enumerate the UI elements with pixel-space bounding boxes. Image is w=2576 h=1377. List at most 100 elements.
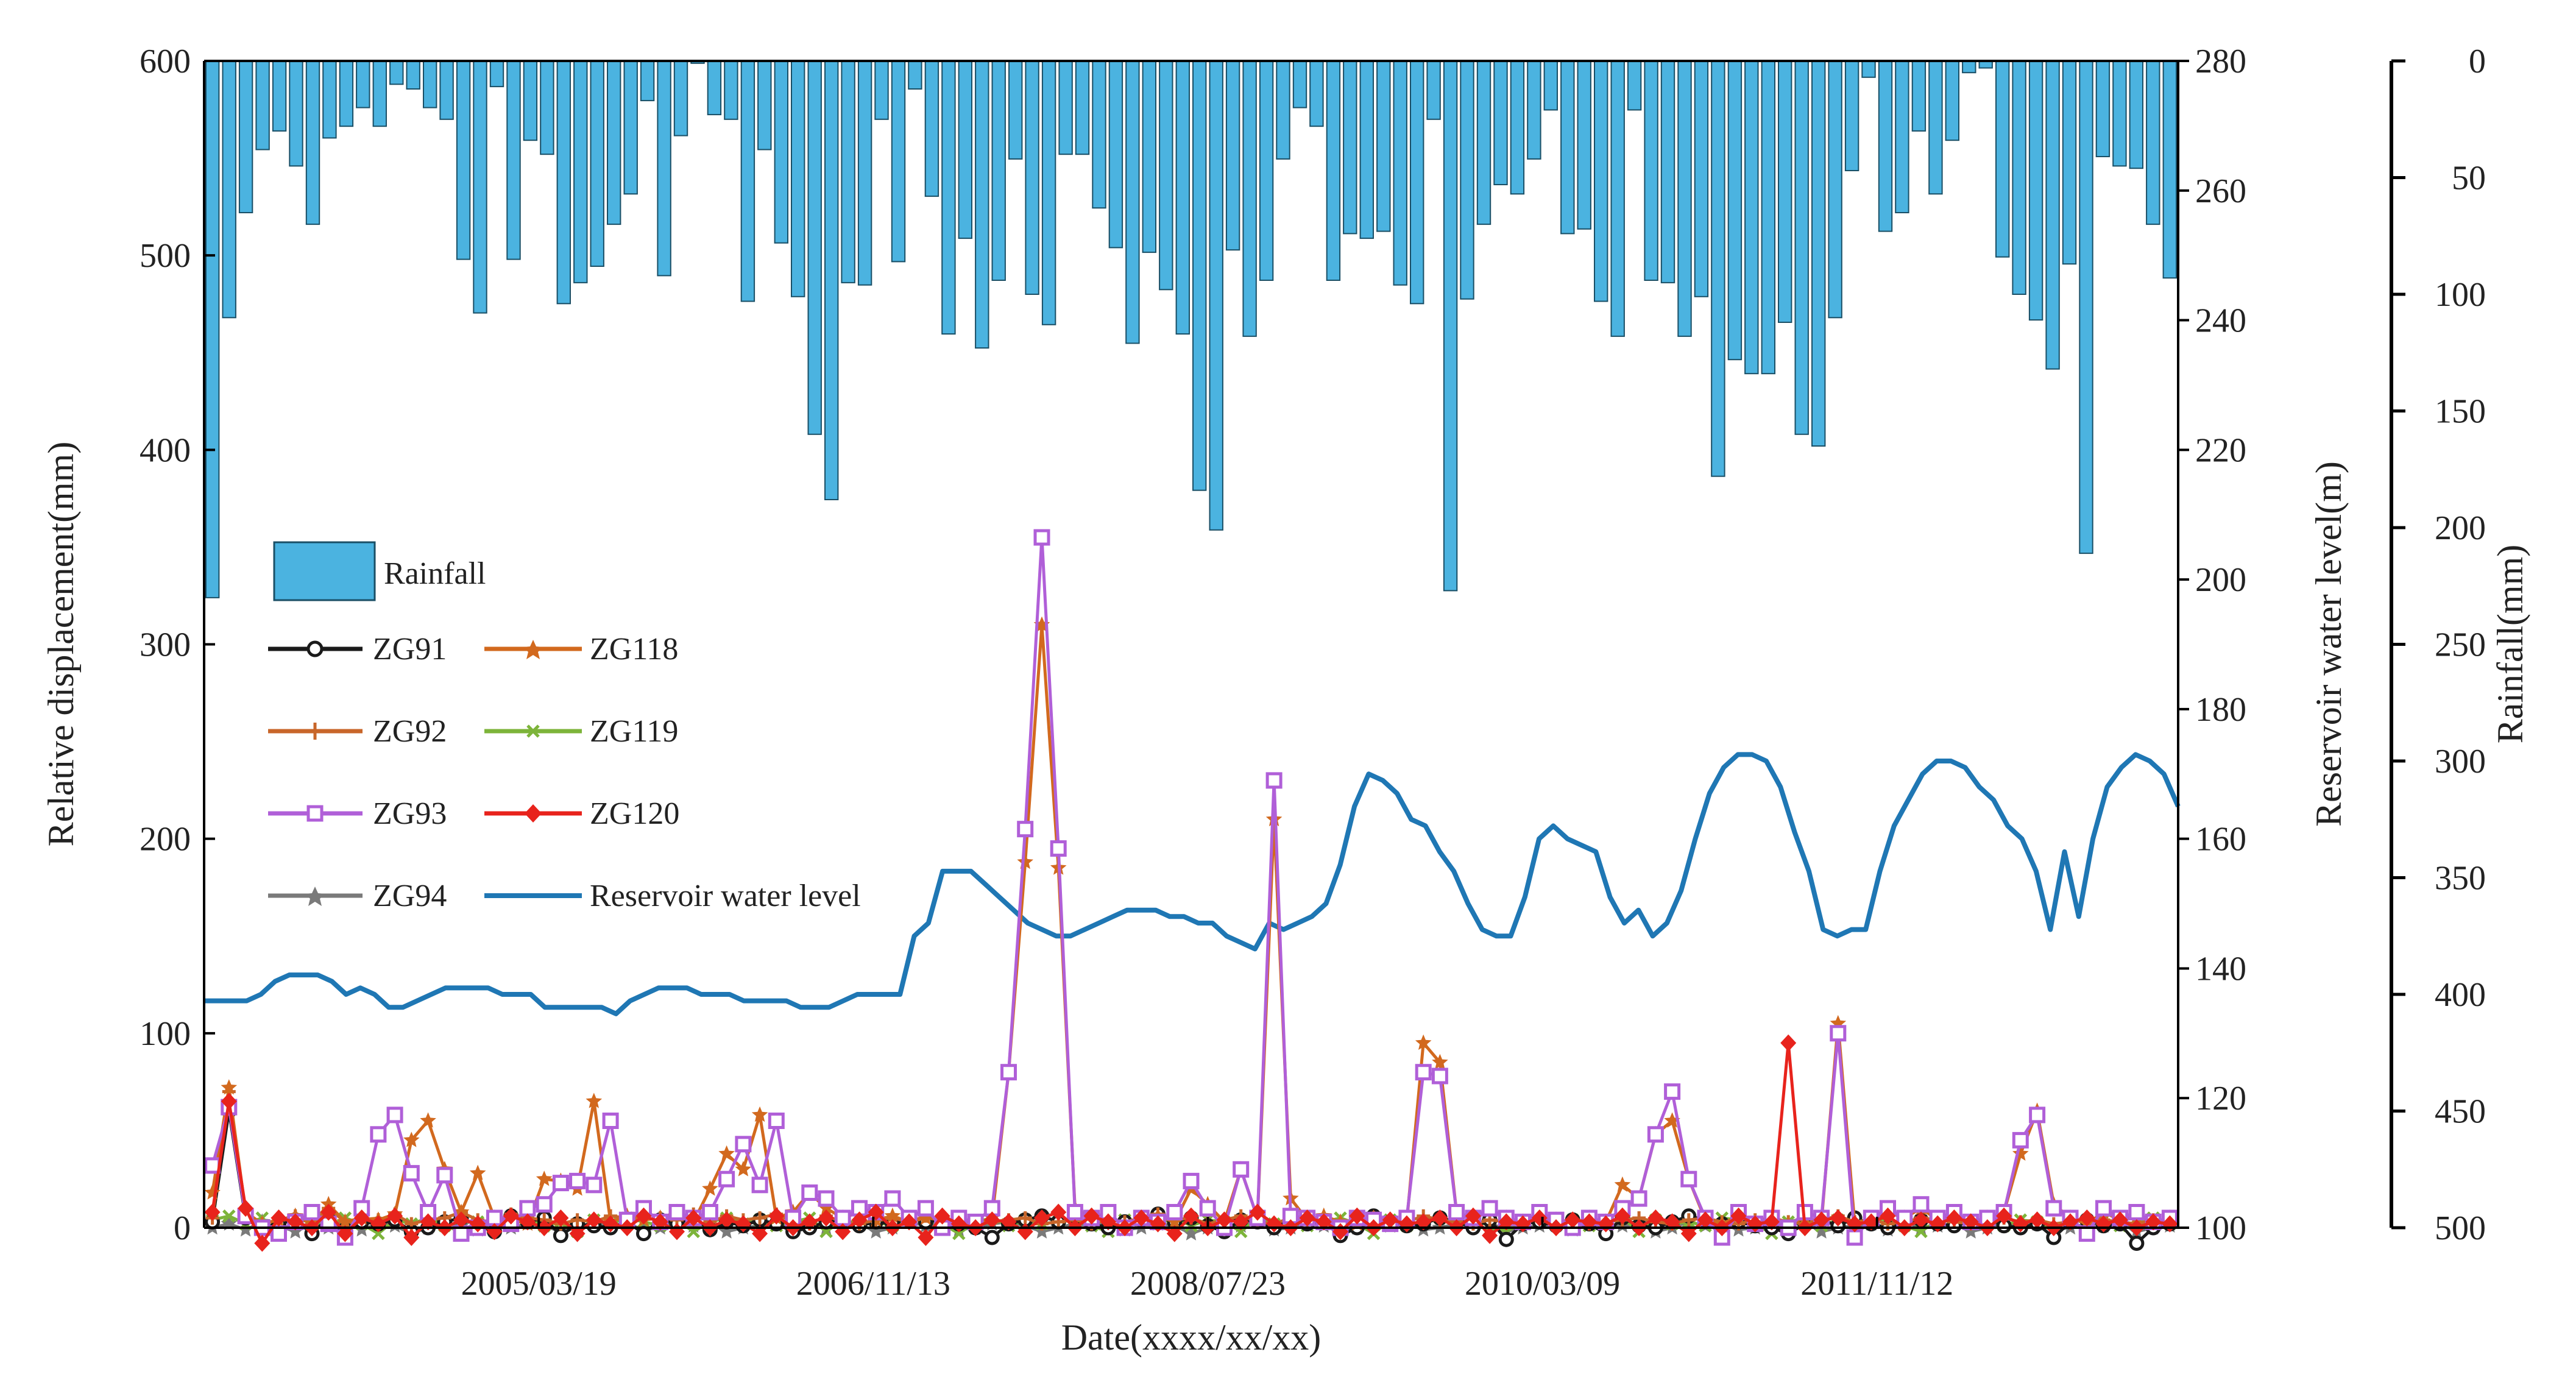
rainfall-bar — [673, 60, 688, 136]
rainfall-bar — [523, 60, 538, 141]
displacement-series-layer — [204, 529, 2178, 1252]
rainfall-bar — [1359, 60, 1375, 239]
series-zg120-point — [2062, 1213, 2078, 1231]
legend-item-zg93: ZG93 — [268, 796, 447, 831]
series-zg120-point — [851, 1211, 868, 1229]
legend: Rainfall ZG91 ZG118 ZG92 ZG119 ZG93 — [268, 541, 861, 913]
legend-zg94-label: ZG94 — [373, 879, 447, 913]
rainfall-bar — [1058, 60, 1073, 155]
rainfall-bar — [272, 60, 287, 132]
series-zg120-point — [287, 1213, 303, 1231]
series-zg120-point — [519, 1213, 536, 1231]
series-zg120-point — [1465, 1207, 1481, 1225]
series-zg120-point — [1133, 1209, 1150, 1227]
series-zg120-point — [1100, 1213, 1116, 1231]
legend-zg118-label: ZG118 — [590, 632, 678, 667]
rainfall-bar — [2095, 60, 2111, 157]
rainfall-bar — [1410, 60, 1424, 305]
rainfall-bar — [590, 60, 604, 267]
series-zg120-point — [752, 1225, 768, 1242]
series-zg93-point — [602, 1113, 619, 1129]
series-zg120-point — [586, 1211, 602, 1229]
series-zg93-point — [718, 1170, 735, 1188]
series-zg93-point — [569, 1172, 586, 1189]
series-zg120-point — [1581, 1213, 1598, 1231]
series-zg120-point — [1614, 1207, 1630, 1225]
rainfall-bar — [757, 60, 772, 150]
axis-ticks: 0100200300400500600100120140160180200220… — [140, 43, 2486, 1303]
series-zg93-point — [1913, 1196, 1930, 1213]
series-zg118-point — [1166, 1213, 1183, 1229]
series-zg93-point — [386, 1106, 403, 1124]
rainfall-bar — [1041, 60, 1056, 325]
series-zg120-point — [984, 1211, 1000, 1229]
series-zg120-point — [1382, 1211, 1398, 1229]
series-zg120-point — [1349, 1207, 1365, 1225]
rainfall-bar — [1861, 60, 1876, 78]
rainfall-bar — [1895, 60, 1909, 213]
rainfall-bar — [807, 60, 822, 435]
series-zg120-point — [901, 1213, 918, 1231]
series-zg120-point — [918, 1229, 934, 1246]
rainfall-bar — [874, 60, 889, 120]
legend-item-zg120: ZG120 — [484, 796, 679, 831]
series-zg93-point — [1199, 1200, 1216, 1217]
rainfall-bar — [1259, 60, 1274, 281]
y-right2-tick-label: 150 — [2435, 393, 2486, 431]
series-zg93-point — [1033, 529, 1050, 546]
legend-reservoir-label: Reservoir water level — [590, 879, 861, 913]
rainfall-bar — [356, 60, 370, 108]
series-zg93-point — [1233, 1161, 1250, 1178]
series-zg93-point — [536, 1196, 553, 1213]
series-zg120-point — [403, 1229, 420, 1246]
rainfall-bar — [289, 60, 303, 167]
rainfall-bar — [1075, 60, 1090, 155]
series-zg93-point — [768, 1113, 785, 1129]
rainfall-bar — [1911, 60, 1927, 132]
y-right1-tick-label: 160 — [2195, 821, 2246, 858]
series-zg118-point — [884, 1207, 901, 1223]
series-zg93-point — [403, 1165, 420, 1182]
series-zg120-point — [1664, 1213, 1680, 1231]
rainfall-bar — [1108, 60, 1123, 249]
rainfall-bar — [556, 60, 571, 305]
series-zg118-point — [221, 1079, 238, 1095]
series-zg118-point — [1664, 1112, 1680, 1128]
rainfall-bar — [707, 60, 722, 116]
y-right1-tick-label: 280 — [2195, 43, 2246, 80]
series-zg118-point — [1614, 1176, 1631, 1192]
rainfall-bar — [1878, 60, 1893, 232]
series-zg120-point — [420, 1213, 436, 1231]
rainfall-bar — [1660, 60, 1675, 283]
rainfall-bar — [2079, 60, 2093, 554]
rainfall-bar — [1962, 60, 1976, 74]
x-tick-label: 2010/03/09 — [1465, 1265, 1620, 1303]
x-axis-title: Date(xxxx/xx/xx) — [1061, 1317, 1322, 1358]
x-tick-label: 2005/03/19 — [461, 1265, 617, 1303]
series-zg120-point — [1813, 1211, 1830, 1229]
series-zg120-point — [453, 1211, 469, 1229]
series-zg91-point — [636, 1226, 651, 1242]
rainfall-bar — [657, 60, 671, 277]
series-zg92-point — [1018, 1211, 1032, 1225]
y-right1-tick-label: 200 — [2195, 561, 2246, 599]
rainfall-bar — [991, 60, 1006, 281]
series-zg120-point — [1913, 1211, 1929, 1229]
series-zg93-point — [751, 1177, 768, 1194]
series-zg120-point — [1233, 1213, 1249, 1231]
rainfall-bar — [205, 60, 220, 598]
series-zg118-point — [536, 1170, 553, 1186]
rainfall-bar — [1744, 60, 1759, 375]
rainfall-bar — [1192, 60, 1207, 491]
rainfall-bar — [623, 60, 638, 195]
legend-rainfall-label: Rainfall — [384, 556, 486, 591]
series-zg93-point — [1415, 1064, 1432, 1081]
series-zg120-point — [1763, 1213, 1780, 1231]
rainfall-bar — [506, 60, 521, 260]
rainfall-bar — [1476, 60, 1491, 225]
series-zg120-point — [1166, 1225, 1183, 1242]
rainfall-bar — [1493, 60, 1508, 185]
y-right2-tick-label: 0 — [2469, 43, 2486, 80]
rainfall-bar — [2146, 60, 2160, 225]
series-zg93-point — [801, 1184, 818, 1201]
